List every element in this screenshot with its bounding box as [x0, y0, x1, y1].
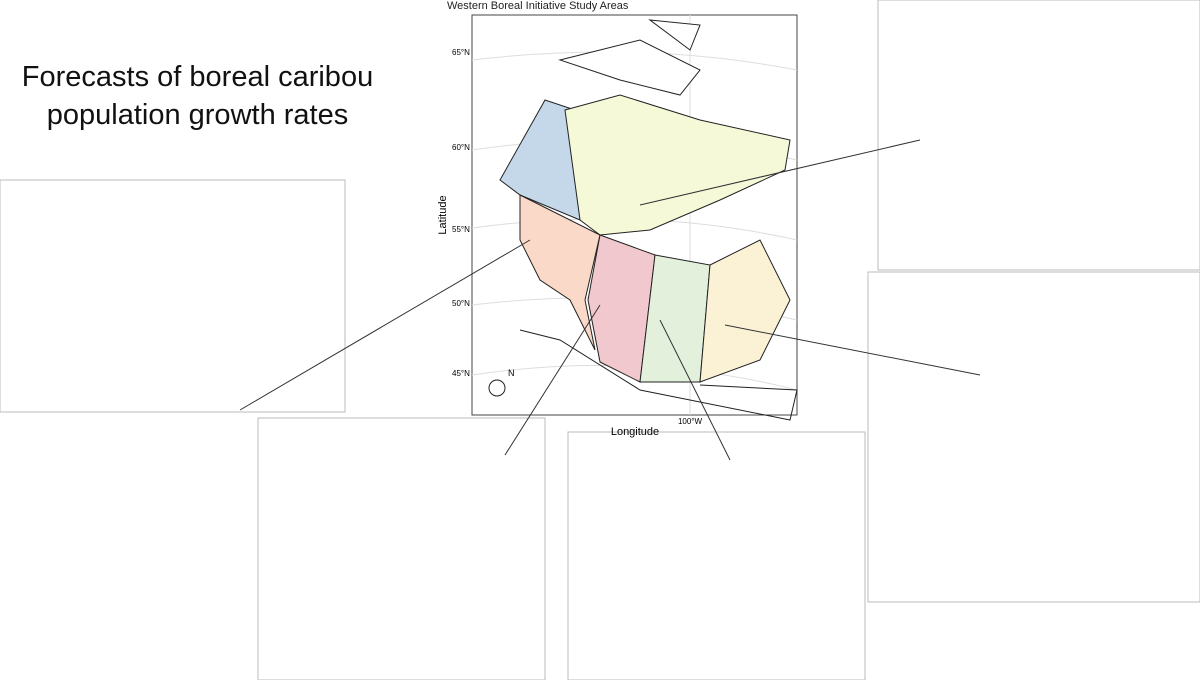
forecast-panel [877, 0, 1200, 271]
forecast-panel [867, 271, 1200, 603]
lat-label: 45°N [452, 369, 470, 378]
map-y-label: Latitude [437, 195, 449, 234]
lat-label: 55°N [452, 225, 470, 234]
lat-label: 65°N [452, 48, 470, 57]
lat-label: 60°N [452, 143, 470, 152]
forecast-panel [0, 179, 346, 413]
forecast-panel [257, 417, 546, 680]
map-x-label: Longitude [611, 426, 659, 438]
map-title: Western Boreal Initiative Study Areas [447, 0, 629, 12]
forecast-panel [567, 431, 866, 680]
north-label: N [508, 368, 515, 378]
lon-label: 100°W [678, 417, 703, 426]
lat-label: 50°N [452, 299, 470, 308]
north-arrow [488, 379, 506, 397]
slide-title: Forecasts of boreal caribou population g… [21, 61, 374, 131]
map-regions [499, 19, 798, 421]
arrows [239, 139, 981, 461]
